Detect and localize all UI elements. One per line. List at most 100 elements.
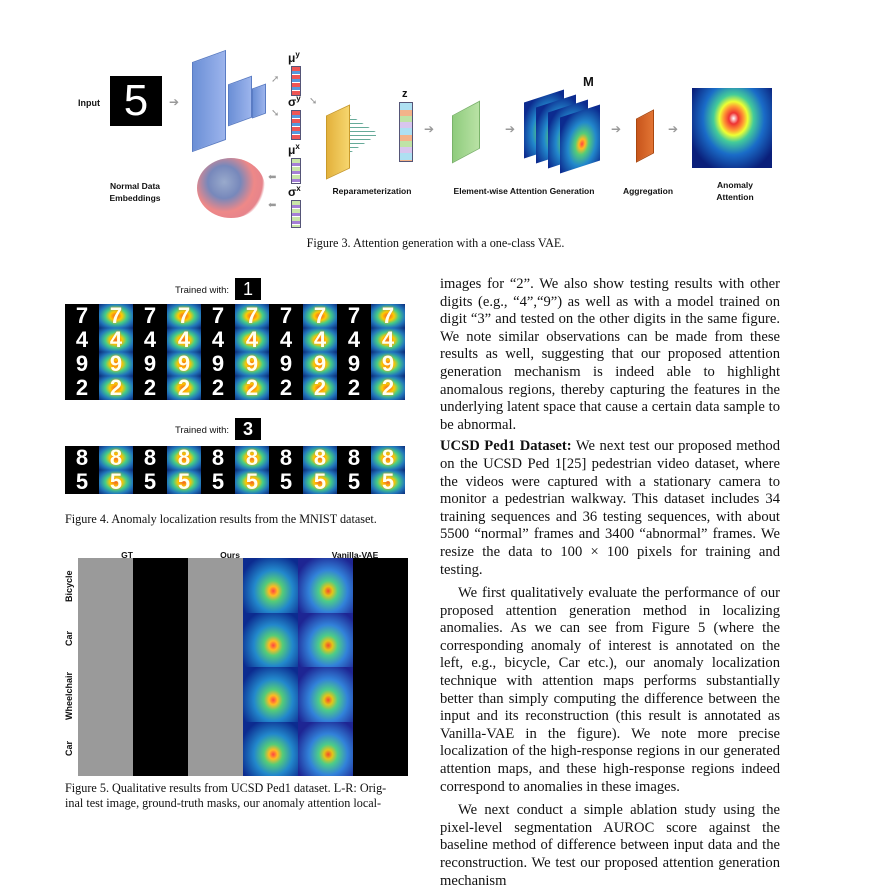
row-label-car-2: Car (64, 740, 74, 756)
attention-digit-cell: 9 (303, 352, 337, 376)
paragraph-4: We next conduct a simple ablation study … (440, 802, 780, 889)
attention-digit-cell: 5 (303, 470, 337, 494)
digit-cell: 7 (201, 304, 235, 328)
normal-data-label-line1: Normal Data (109, 181, 161, 191)
col-header-vanilla-vae: Vanilla-VAE (331, 550, 379, 560)
paragraph-2: UCSD Ped1 Dataset: We next test our prop… (440, 438, 780, 579)
gt-mask (133, 721, 188, 776)
attention-digit-cell: 9 (235, 352, 269, 376)
sigma-x-vector (291, 200, 301, 228)
arrow-icon: ⬅ (268, 200, 277, 211)
digit-cell: 7 (65, 304, 99, 328)
digit-cell: 2 (201, 376, 235, 400)
attention-map-4 (560, 104, 600, 174)
mu-x-vector (291, 158, 301, 184)
z-vector (399, 102, 413, 162)
attention-digit-cell: 8 (303, 446, 337, 470)
ours-attention (243, 667, 298, 722)
row-label-bicycle: Bicycle (64, 570, 74, 602)
ours-input (188, 721, 243, 776)
vae-mask (353, 721, 408, 776)
digit-cell: 5 (269, 470, 303, 494)
anomaly-attention-label-line1: Anomaly (717, 180, 753, 190)
paragraph-3: We first qualitatively evaluate the perf… (440, 585, 780, 795)
mu-y-label: μy (288, 50, 300, 65)
arrow-icon: ➚ (271, 74, 280, 85)
test-image (78, 721, 133, 776)
attention-digit-cell: 8 (235, 446, 269, 470)
vae-mask (353, 612, 408, 667)
encoder-layer-1 (192, 49, 226, 153)
digit-cell: 2 (133, 376, 167, 400)
vae-attention (298, 721, 353, 776)
attention-digit-cell: 2 (235, 376, 269, 400)
digit-cell: 9 (201, 352, 235, 376)
attention-digit-cell: 8 (371, 446, 405, 470)
digit-cell: 9 (337, 352, 371, 376)
element-wise-label: Element-wise Attention Generation (453, 186, 595, 196)
arrow-icon: ➔ (611, 122, 622, 136)
digit-cell: 2 (65, 376, 99, 400)
digit-cell: 5 (201, 470, 235, 494)
attention-digit-cell: 4 (167, 328, 201, 352)
digit-cell: 2 (337, 376, 371, 400)
digit-cell: 7 (337, 304, 371, 328)
attention-digit-cell: 4 (99, 328, 133, 352)
attention-digit-cell: 2 (371, 376, 405, 400)
attention-digit-cell: 7 (235, 304, 269, 328)
figure-5-caption-line2: inal test image, ground-truth masks, our… (65, 796, 382, 810)
attention-digit-cell: 4 (371, 328, 405, 352)
digit-cell: 8 (201, 446, 235, 470)
aggregation-block (636, 109, 654, 163)
col-header-ours: Ours (220, 550, 240, 560)
digit-cell: 4 (201, 328, 235, 352)
trained-with-label-2: Trained with: (175, 425, 230, 436)
row-label-wheelchair: Wheelchair (64, 671, 74, 720)
sigma-x-label: σx (288, 184, 301, 199)
sigma-y-label: σy (288, 94, 301, 109)
digit-cell: 9 (269, 352, 303, 376)
mu-x-label: μx (288, 142, 300, 157)
paragraph-2-body: We next test our proposed method on the … (440, 438, 780, 578)
vae-attention (298, 667, 353, 722)
arrow-icon: ➔ (505, 122, 516, 136)
ucsd-heading: UCSD Ped1 Dataset: (440, 438, 572, 455)
digit-cell: 4 (269, 328, 303, 352)
digit-cell: 8 (133, 446, 167, 470)
arrow-icon: ➘ (309, 96, 318, 107)
attention-digit-cell: 7 (303, 304, 337, 328)
attention-digit-cell: 7 (99, 304, 133, 328)
gt-mask (133, 667, 188, 722)
gt-mask (133, 612, 188, 667)
digit-cell: 5 (133, 470, 167, 494)
mu-y-vector (291, 66, 301, 96)
digit-cell: 8 (65, 446, 99, 470)
ours-input (188, 667, 243, 722)
anomaly-attention-label-line2: Attention (716, 192, 754, 202)
digit-cell: 8 (337, 446, 371, 470)
attention-digit-cell: 8 (167, 446, 201, 470)
digit-cell: 5 (65, 470, 99, 494)
row-label-car: Car (64, 630, 74, 646)
input-digit-image: 5 (110, 76, 162, 126)
digit-cell: 7 (133, 304, 167, 328)
trained-digit-image-1: 1 (235, 278, 261, 300)
reparameterization-fan (350, 115, 376, 153)
attention-digit-cell: 5 (99, 470, 133, 494)
encoder-layer-2 (228, 75, 252, 127)
figure-3-caption: Figure 3. Attention generation with a on… (306, 236, 565, 250)
normal-data-embeddings-plot (197, 158, 265, 218)
attention-digit-cell: 2 (303, 376, 337, 400)
attention-digit-cell: 8 (99, 446, 133, 470)
encoder-layer-3 (252, 83, 266, 119)
attention-digit-cell: 9 (99, 352, 133, 376)
figure-4-caption: Figure 4. Anomaly localization results f… (65, 512, 377, 526)
digit-cell: 5 (337, 470, 371, 494)
col-header-gt: GT (121, 550, 133, 560)
